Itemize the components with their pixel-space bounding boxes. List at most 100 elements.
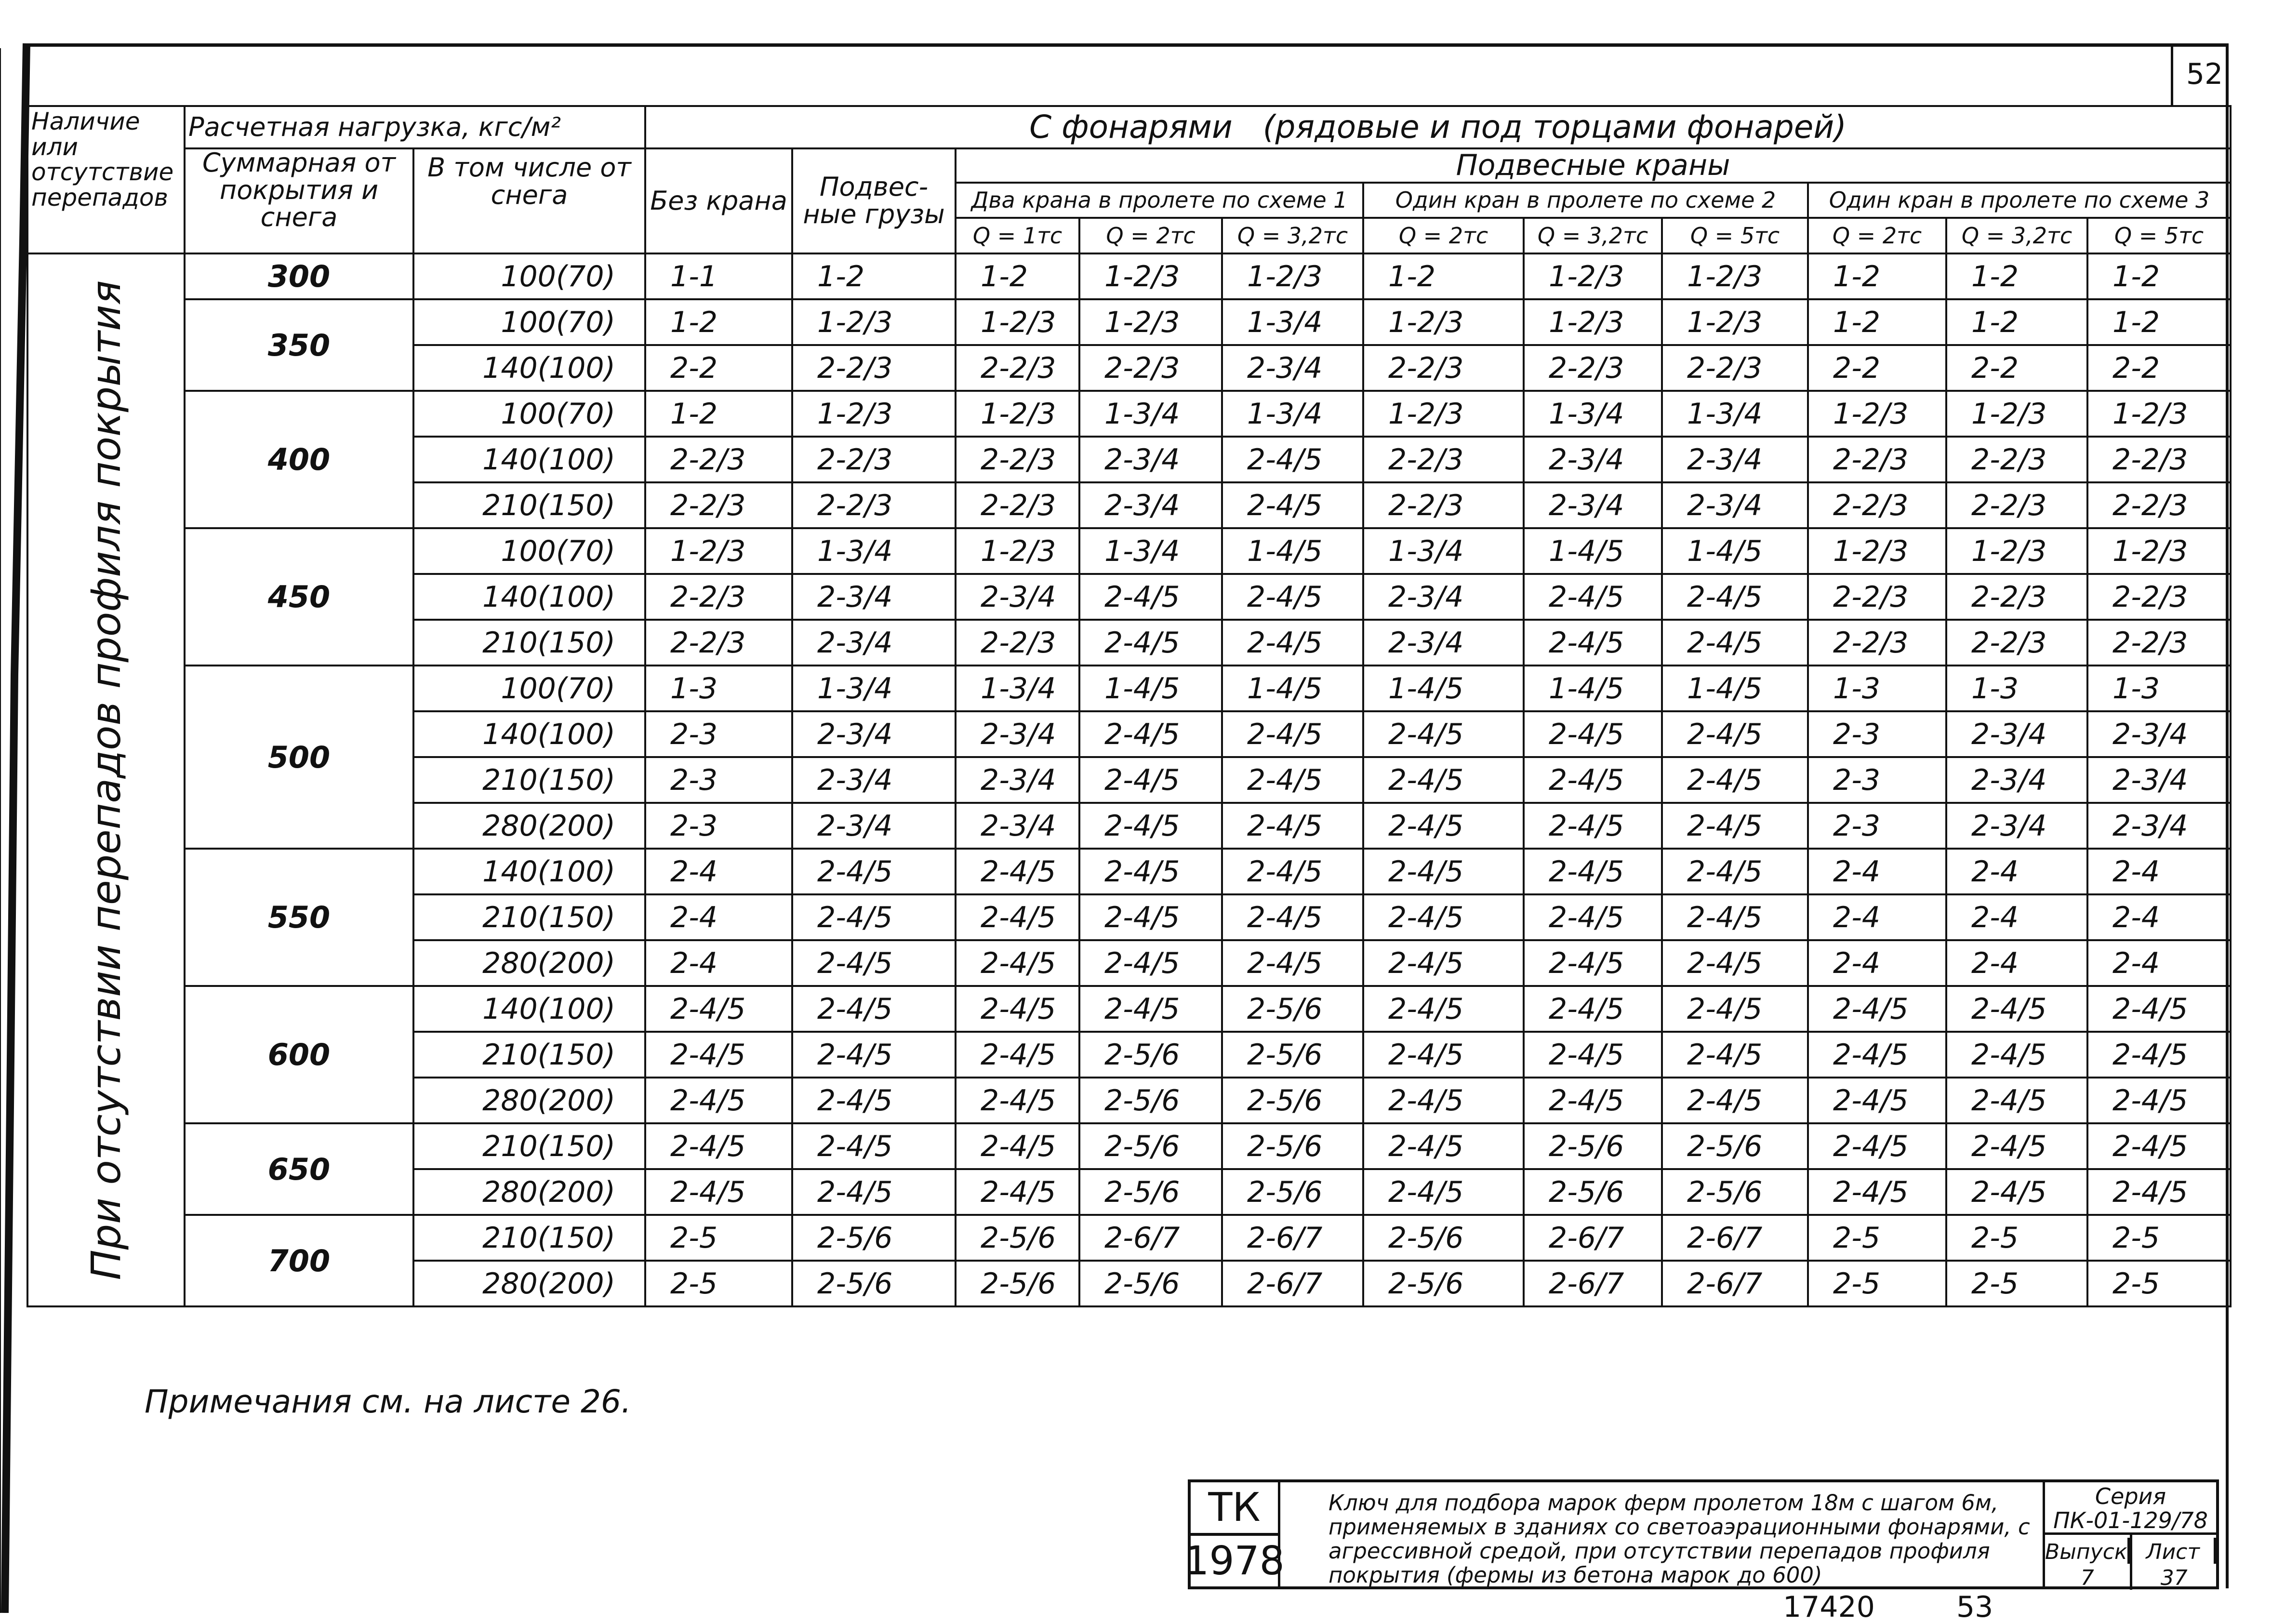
truss-mark-cell: 2-2/3	[791, 344, 957, 392]
header-snow-load: В том числе от снега	[412, 147, 647, 254]
truss-mark-cell: 2-2/3	[1945, 619, 2089, 666]
truss-mark-cell: 2-3/4	[1362, 619, 1525, 666]
truss-mark-cell: 2-4/5	[1661, 802, 1809, 850]
table-row: 210(150) 2-4 2-4/5 2-4/5 2-4/5 2-4/5 2-4/5 2-4/…	[27, 893, 2232, 941]
truss-mark-cell: 2-4/5	[1807, 985, 1948, 1033]
truss-mark-cell: 2-2/3	[2086, 619, 2232, 666]
snow-load-cell: 100(70)	[412, 298, 647, 346]
snow-load-cell: 280(200)	[412, 1077, 647, 1124]
table-row: 600 140(100) 2-4/5 2-4/5 2-4/5 2-4/5 2-5/6 2-4/…	[27, 985, 2232, 1124]
truss-mark-cell: 2-2/3	[955, 481, 1081, 529]
truss-mark-cell: 1-2/3	[2086, 527, 2232, 575]
snow-load-cell: 210(150)	[412, 893, 647, 941]
truss-mark-cell: 2-2/3	[644, 573, 794, 621]
snow-load-cell: 210(150)	[412, 756, 647, 804]
truss-mark-cell: 2-4/5	[1221, 710, 1365, 758]
truss-mark-cell: 2-4	[2086, 893, 2232, 941]
truss-mark-cell: 2-4/5	[1523, 756, 1663, 804]
truss-mark-cell: 2-6/7	[1221, 1260, 1365, 1307]
truss-mark-cell: 2-2/3	[955, 436, 1081, 483]
table-row: 280(200) 2-4/5 2-4/5 2-4/5 2-5/6 2-5/6 2-4/5 2-…	[27, 1168, 2232, 1216]
total-load-cell: 300	[184, 253, 414, 300]
snow-load-cell: 100(70)	[412, 390, 647, 438]
truss-mark-cell: 2-2/3	[644, 481, 794, 529]
header-group-scheme-3: Один кран в пролете по схеме 3	[1807, 182, 2232, 219]
truss-mark-cell: 1-2/3	[955, 390, 1081, 438]
truss-mark-cell: 2-6/7	[1221, 1214, 1365, 1262]
truss-mark-cell: 1-2/3	[791, 298, 957, 346]
truss-mark-cell: 1-2	[2086, 253, 2232, 300]
truss-mark-cell: 2-2/3	[2086, 573, 2232, 621]
truss-mark-cell: 2-4/5	[1523, 710, 1663, 758]
truss-mark-cell: 1-2/3	[1807, 390, 1948, 438]
header-capacity: Q = 5тс	[2086, 217, 2232, 254]
truss-mark-cell: 1-4/5	[1523, 665, 1663, 712]
truss-mark-cell: 2-4/5	[955, 848, 1081, 895]
truss-mark-cell: 2-3/4	[1362, 573, 1525, 621]
snow-load-cell: 210(150)	[412, 1122, 647, 1170]
truss-mark-cell: 2-4/5	[1362, 710, 1525, 758]
truss-mark-cell: 2-4/5	[1661, 893, 1809, 941]
truss-mark-cell: 2-5/6	[791, 1260, 957, 1307]
truss-mark-cell: 2-4/5	[1078, 939, 1223, 987]
total-load-cell: 700	[184, 1214, 414, 1307]
header-total-load: Суммарная от покрытия и снега	[184, 147, 414, 254]
truss-mark-cell: 2-3/4	[2086, 710, 2232, 758]
truss-mark-cell: 1-2	[644, 390, 794, 438]
truss-mark-cell: 2-4/5	[1078, 802, 1223, 850]
truss-mark-cell: 2-4/5	[1078, 756, 1223, 804]
header-presence: Наличие или отсутствие перепадов	[27, 105, 186, 254]
header-capacity: Q = 1тс	[955, 217, 1081, 254]
truss-mark-cell: 2-5/6	[1362, 1214, 1525, 1262]
truss-mark-cell: 2-5	[644, 1214, 794, 1262]
truss-mark-cell: 2-4/5	[1362, 1077, 1525, 1124]
truss-mark-cell: 2-3/4	[791, 756, 957, 804]
truss-mark-cell: 1-3	[1945, 665, 2089, 712]
row-header-label: При отсутствии перепадов профиля покрыти…	[82, 280, 130, 1280]
truss-mark-cell: 1-2/3	[791, 390, 957, 438]
truss-mark-cell: 2-5/6	[1362, 1260, 1525, 1307]
truss-mark-cell: 1-2/3	[955, 527, 1081, 575]
truss-mark-cell: 2-3/4	[955, 710, 1081, 758]
truss-mark-cell: 2-4/5	[1078, 893, 1223, 941]
truss-mark-cell: 2-6/7	[1523, 1214, 1663, 1262]
truss-mark-cell: 2-3/4	[1661, 436, 1809, 483]
truss-mark-cell: 2-2/3	[644, 619, 794, 666]
truss-mark-cell: 2-4/5	[2086, 1031, 2232, 1078]
truss-mark-cell: 2-4/5	[791, 848, 957, 895]
truss-mark-cell: 2-4/5	[955, 1077, 1081, 1124]
truss-mark-cell: 2-3	[1807, 802, 1948, 850]
table-row: 400 100(70) 1-2 1-2/3 1-2/3 1-3/4 1-3/4 1-2/3 1-…	[27, 390, 2232, 529]
truss-mark-cell: 2-4/5	[955, 939, 1081, 987]
truss-mark-cell: 2-4/5	[1078, 619, 1223, 666]
truss-mark-cell: 1-4/5	[1523, 527, 1663, 575]
truss-mark-cell: 2-4/5	[955, 1031, 1081, 1078]
truss-mark-cell: 2-5/6	[1661, 1168, 1809, 1216]
truss-mark-cell: 2-4/5	[1221, 573, 1365, 621]
truss-mark-cell: 2-5/6	[791, 1214, 957, 1262]
truss-mark-cell: 2-3	[644, 802, 794, 850]
header-capacity: Q = 3,2тс	[1945, 217, 2089, 254]
truss-mark-cell: 2-5/6	[1221, 1031, 1365, 1078]
truss-mark-cell: 2-5/6	[1661, 1122, 1809, 1170]
truss-mark-cell: 2-3/4	[1945, 756, 2089, 804]
truss-mark-cell: 2-4/5	[1661, 1077, 1809, 1124]
notes-reference: Примечания см. на листе 26.	[145, 1383, 631, 1420]
sheet-cell: Лист 37	[2132, 1535, 2216, 1590]
header-capacity: Q = 3,2тс	[1221, 217, 1365, 254]
total-load-cell: 650	[184, 1122, 414, 1216]
truss-mark-cell: 2-4	[1807, 893, 1948, 941]
truss-mark-cell: 1-3	[644, 665, 794, 712]
truss-mark-cell: 2-4/5	[955, 893, 1081, 941]
truss-mark-cell: 2-4/5	[1661, 710, 1809, 758]
truss-mark-cell: 2-6/7	[1661, 1260, 1809, 1307]
total-load-cell: 600	[184, 985, 414, 1124]
truss-mark-cell: 2-4/5	[791, 1168, 957, 1216]
truss-mark-cell: 2-4/5	[1523, 939, 1663, 987]
truss-mark-cell: 2-4/5	[1807, 1031, 1948, 1078]
truss-mark-cell: 2-5	[1807, 1260, 1948, 1307]
truss-mark-cell: 2-4/5	[1945, 1077, 2089, 1124]
truss-mark-cell: 2-3/4	[2086, 802, 2232, 850]
truss-mark-cell: 2-3/4	[791, 619, 957, 666]
truss-mark-cell: 2-4/5	[2086, 985, 2232, 1033]
